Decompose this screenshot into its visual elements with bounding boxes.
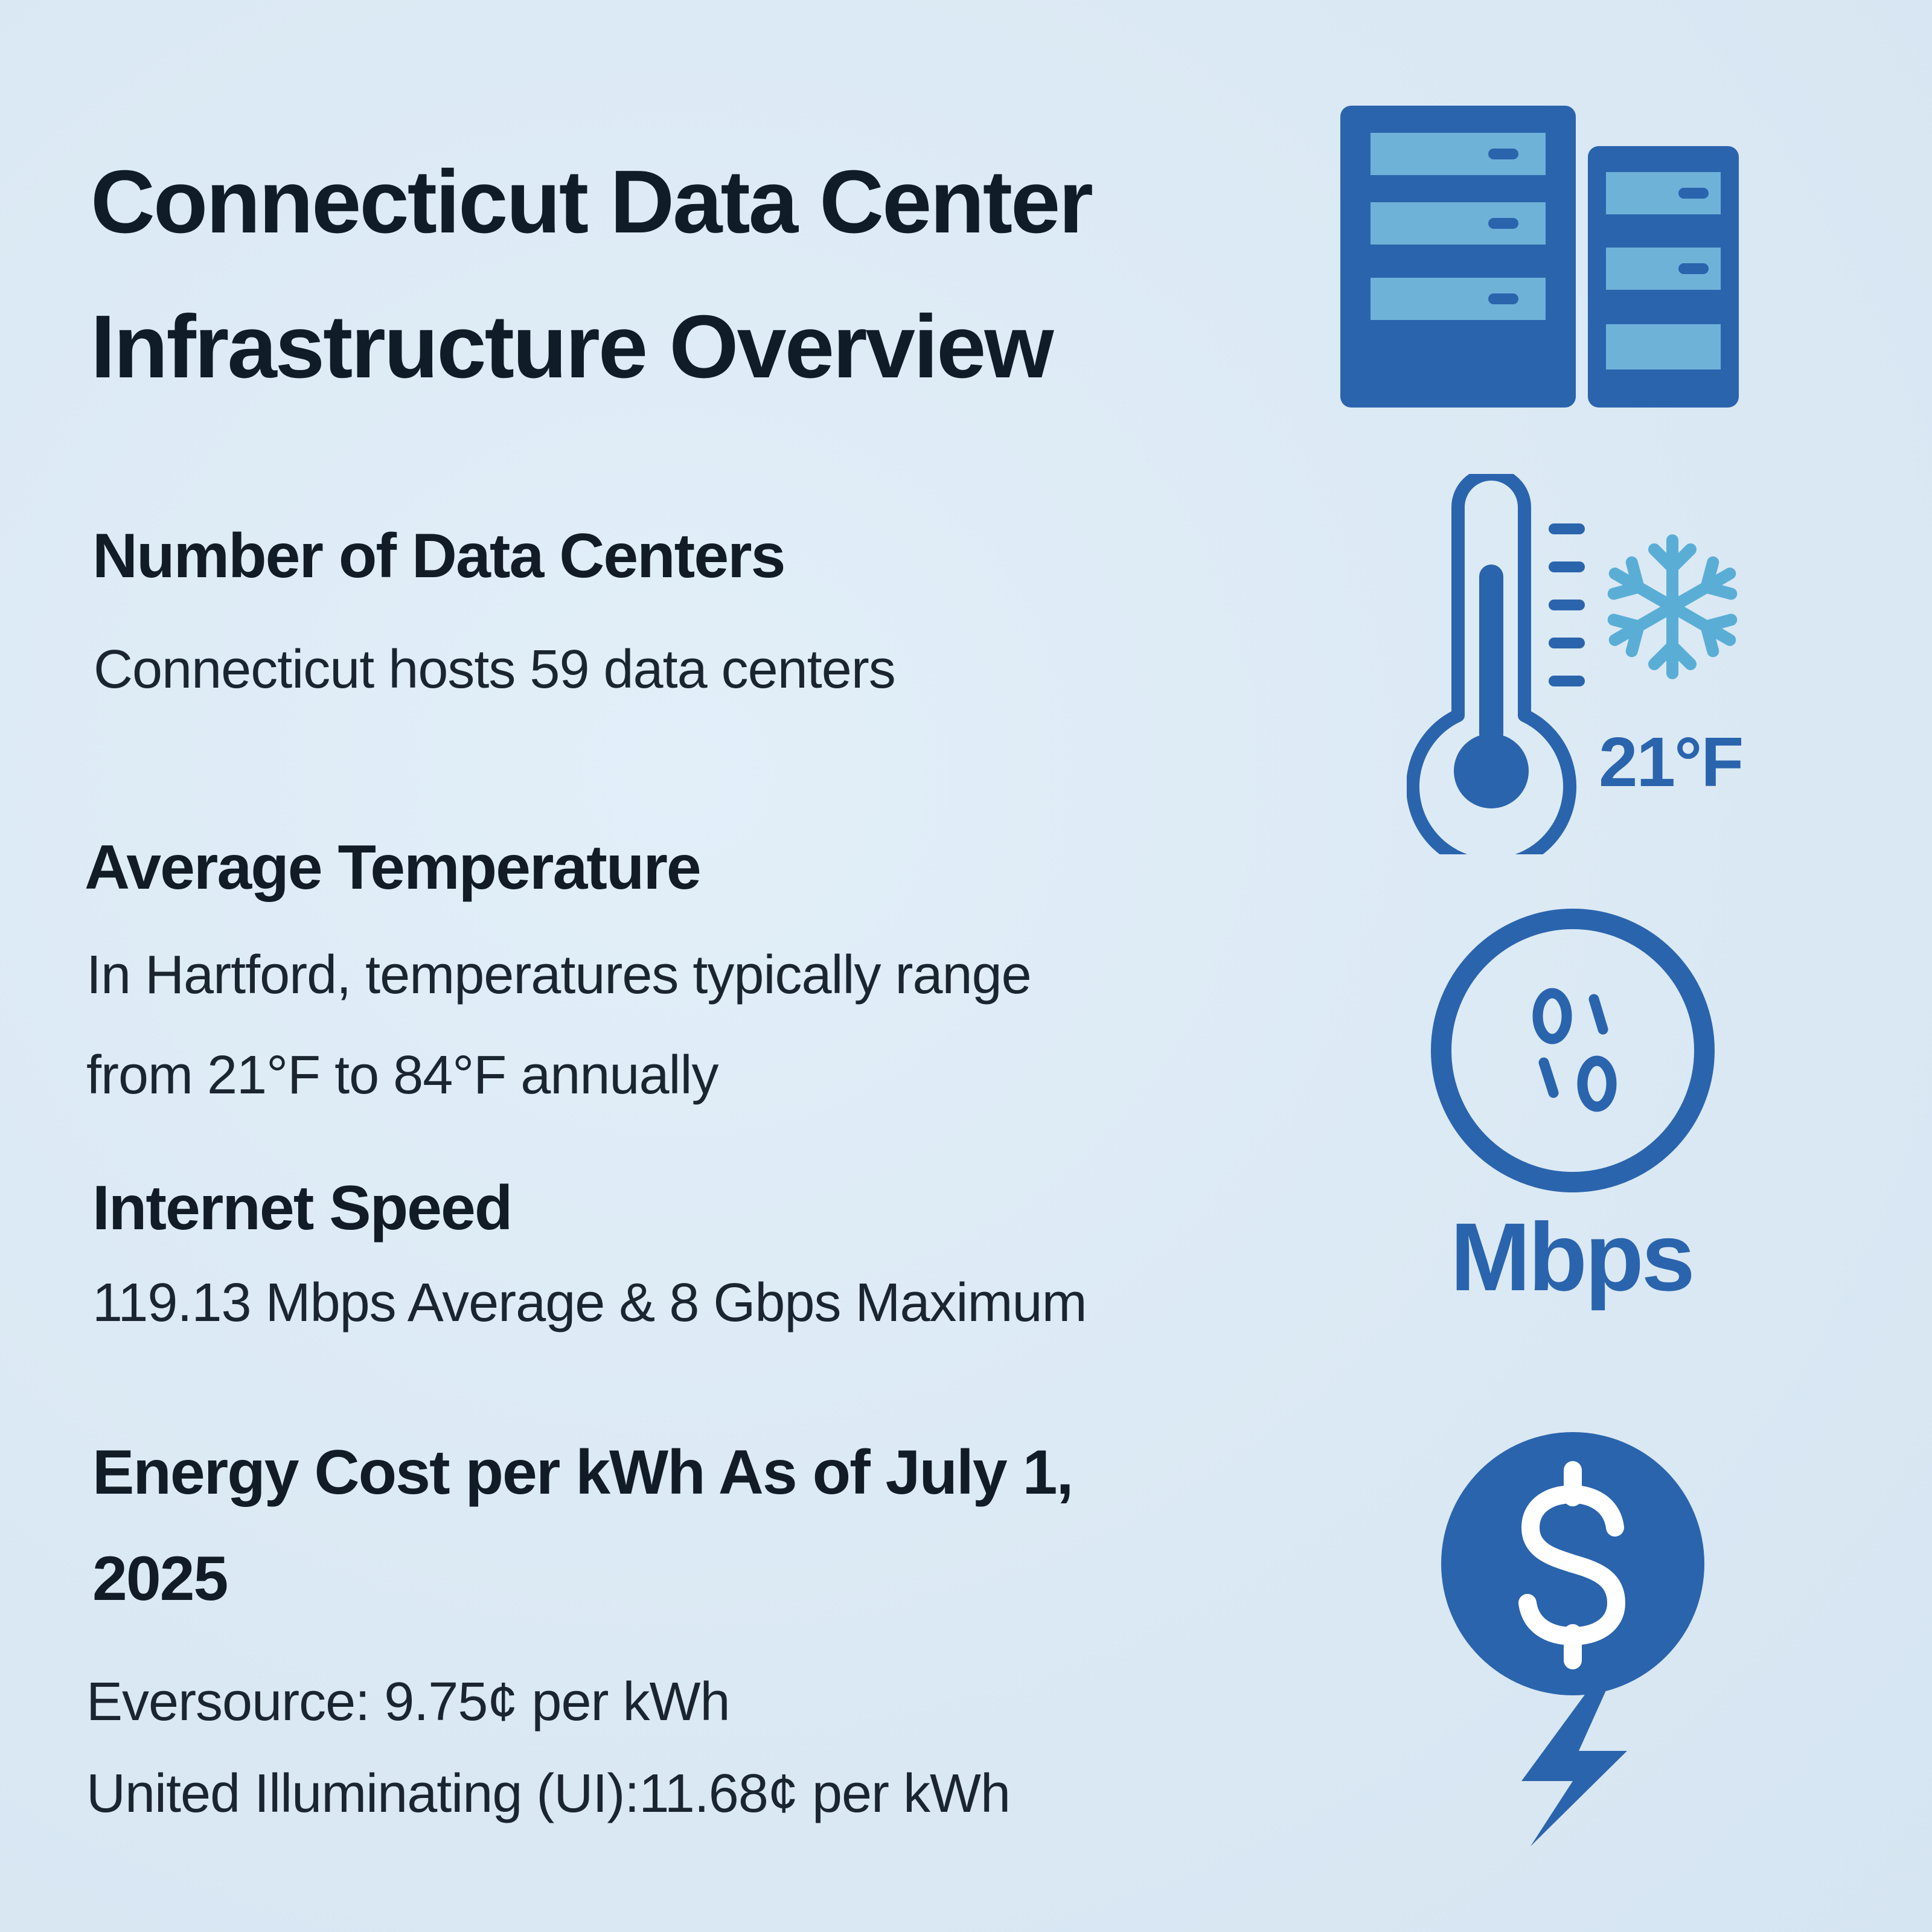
energy-text-line-1: Eversource: 9.75¢ per kWh xyxy=(86,1672,731,1732)
data-centers-heading: Number of Data Centers xyxy=(92,521,785,591)
energy-text-line-2: United Illuminating (UI):11.68¢ per kWh xyxy=(86,1764,1011,1824)
internet-heading: Internet Speed xyxy=(92,1173,513,1243)
energy-heading-line-1: Energy Cost per kWh As of July 1, xyxy=(92,1438,1073,1508)
internet-text: 119.13 Mbps Average & 8 Gbps Maximum xyxy=(92,1273,1087,1333)
thermometer-icon xyxy=(1407,474,1588,854)
server-rack-icon xyxy=(1337,103,1742,411)
page-title: Connecticut Data Center Infrastructure O… xyxy=(91,130,1268,420)
snowflake-icon xyxy=(1603,531,1742,682)
lightning-bolt-icon xyxy=(1515,1690,1630,1847)
data-centers-text: Connecticut hosts 59 data centers xyxy=(94,639,896,700)
energy-heading-line-2: 2025 xyxy=(92,1544,228,1614)
temperature-text-line-1: In Hartford, temperatures typically rang… xyxy=(86,945,1032,1005)
temperature-text-line-2: from 21°F to 84°F annually xyxy=(86,1045,718,1105)
temperature-icon-label: 21°F xyxy=(1599,723,1744,801)
speed-icon-label: Mbps xyxy=(1450,1203,1695,1311)
temperature-heading: Average Temperature xyxy=(85,833,702,903)
dollar-icon xyxy=(1440,1431,1706,1697)
title-line-2: Infrastructure Overview xyxy=(91,297,1054,397)
speedometer-icon xyxy=(1422,909,1724,1198)
title-line-1: Connecticut Data Center xyxy=(91,152,1093,252)
